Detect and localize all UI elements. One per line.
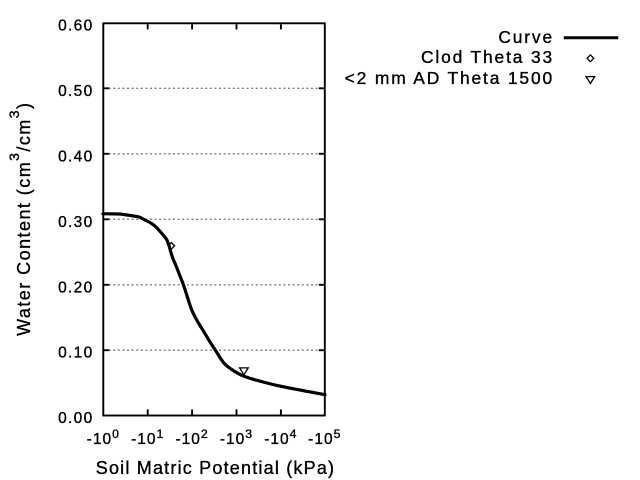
svg-text:0.10: 0.10 — [58, 345, 93, 362]
svg-text:Clod Theta 33: Clod Theta 33 — [421, 47, 554, 67]
svg-text:0.60: 0.60 — [58, 18, 93, 35]
svg-text:Curve: Curve — [498, 27, 554, 47]
svg-text:-105: -105 — [308, 427, 341, 448]
svg-text:<2 mm AD Theta 1500: <2 mm AD Theta 1500 — [345, 68, 554, 88]
svg-text:-102: -102 — [175, 427, 208, 448]
svg-text:-100: -100 — [87, 427, 120, 448]
svg-text:-104: -104 — [264, 427, 297, 448]
svg-text:0.40: 0.40 — [58, 149, 93, 166]
svg-text:0.20: 0.20 — [58, 279, 93, 296]
svg-text:-103: -103 — [220, 427, 253, 448]
svg-text:0.50: 0.50 — [58, 83, 93, 100]
svg-text:-101: -101 — [131, 427, 164, 448]
svg-text:Soil Matric Potential (kPa): Soil Matric Potential (kPa) — [96, 458, 335, 478]
svg-text:0.30: 0.30 — [58, 214, 93, 231]
svg-text:0.00: 0.00 — [58, 410, 93, 427]
